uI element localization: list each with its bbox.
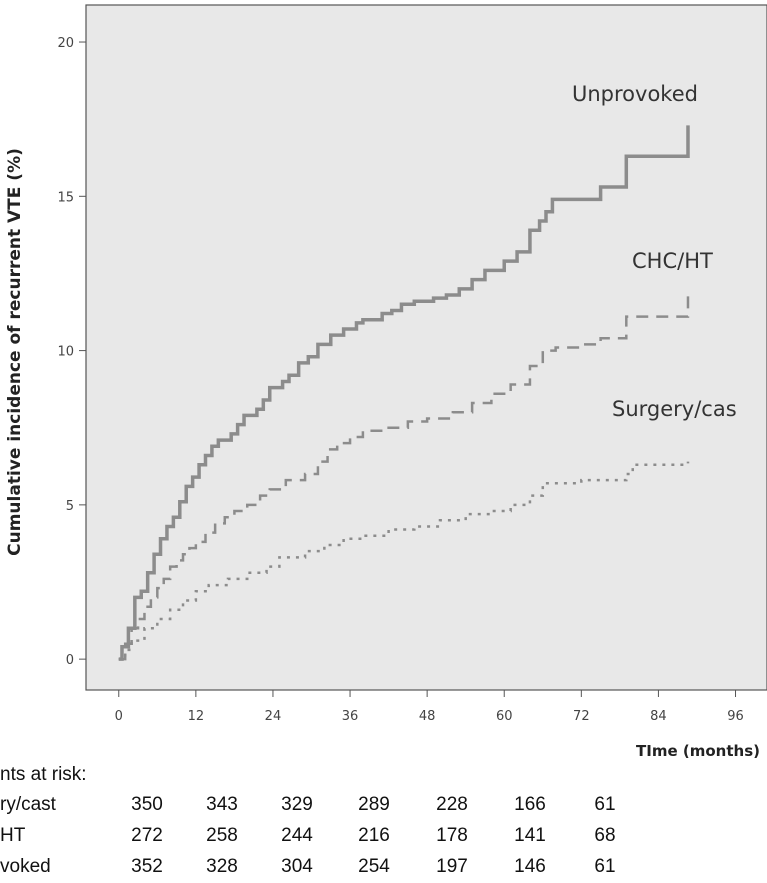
step-line [118, 125, 690, 661]
series-label: CHC/HT [632, 249, 713, 273]
x-tick-label: 72 [573, 709, 590, 724]
risk-cell: 272 [131, 825, 163, 846]
risk-cell: 258 [206, 825, 238, 846]
risk-cell: 166 [514, 794, 546, 815]
risk-table-title: nts at risk: [0, 764, 87, 785]
risk-row-label: ry/cast [0, 794, 57, 815]
x-tick-label: 12 [188, 709, 205, 724]
x-tick-label: 24 [265, 709, 282, 724]
plot-area [85, 4, 767, 691]
x-tick-label: 84 [650, 709, 667, 724]
risk-cell: 244 [281, 825, 313, 846]
y-tick-label: 20 [57, 36, 74, 51]
y-axis-label: Cumulative incidence of recurrent VTE (%… [5, 148, 25, 556]
x-tick-label: 60 [496, 709, 513, 724]
y-tick-label: 0 [66, 653, 74, 668]
risk-cell: 216 [358, 825, 390, 846]
risk-cell: 197 [436, 856, 468, 877]
risk-cell: 254 [358, 856, 390, 877]
step-line [118, 295, 690, 661]
x-tick-label: 96 [727, 709, 744, 724]
series-label: Surgery/cas [612, 397, 737, 421]
x-tick-label: 0 [115, 709, 123, 724]
risk-row-label: voked [0, 856, 51, 877]
y-tick-label: 10 [57, 345, 74, 360]
risk-cell: 228 [436, 794, 468, 815]
x-axis-label: TIme (months) [636, 742, 760, 760]
risk-cell: 141 [514, 825, 546, 846]
y-tick-label: 5 [66, 499, 74, 514]
risk-cell: 350 [131, 794, 163, 815]
risk-cell: 146 [514, 856, 546, 877]
risk-cell: 178 [436, 825, 468, 846]
risk-row-label: HT [0, 825, 26, 846]
x-tick-label: 48 [419, 709, 436, 724]
risk-cell: 61 [594, 856, 615, 877]
x-tick-label: 36 [342, 709, 359, 724]
risk-cell: 329 [281, 794, 313, 815]
risk-cell: 289 [358, 794, 390, 815]
series-label: Unprovoked [572, 82, 698, 106]
risk-cell: 343 [206, 794, 238, 815]
risk-cell: 68 [594, 825, 615, 846]
risk-cell: 304 [281, 856, 313, 877]
y-tick-label: 15 [57, 190, 74, 205]
risk-cell: 352 [131, 856, 163, 877]
risk-cell: 328 [206, 856, 238, 877]
risk-cell: 61 [594, 794, 615, 815]
